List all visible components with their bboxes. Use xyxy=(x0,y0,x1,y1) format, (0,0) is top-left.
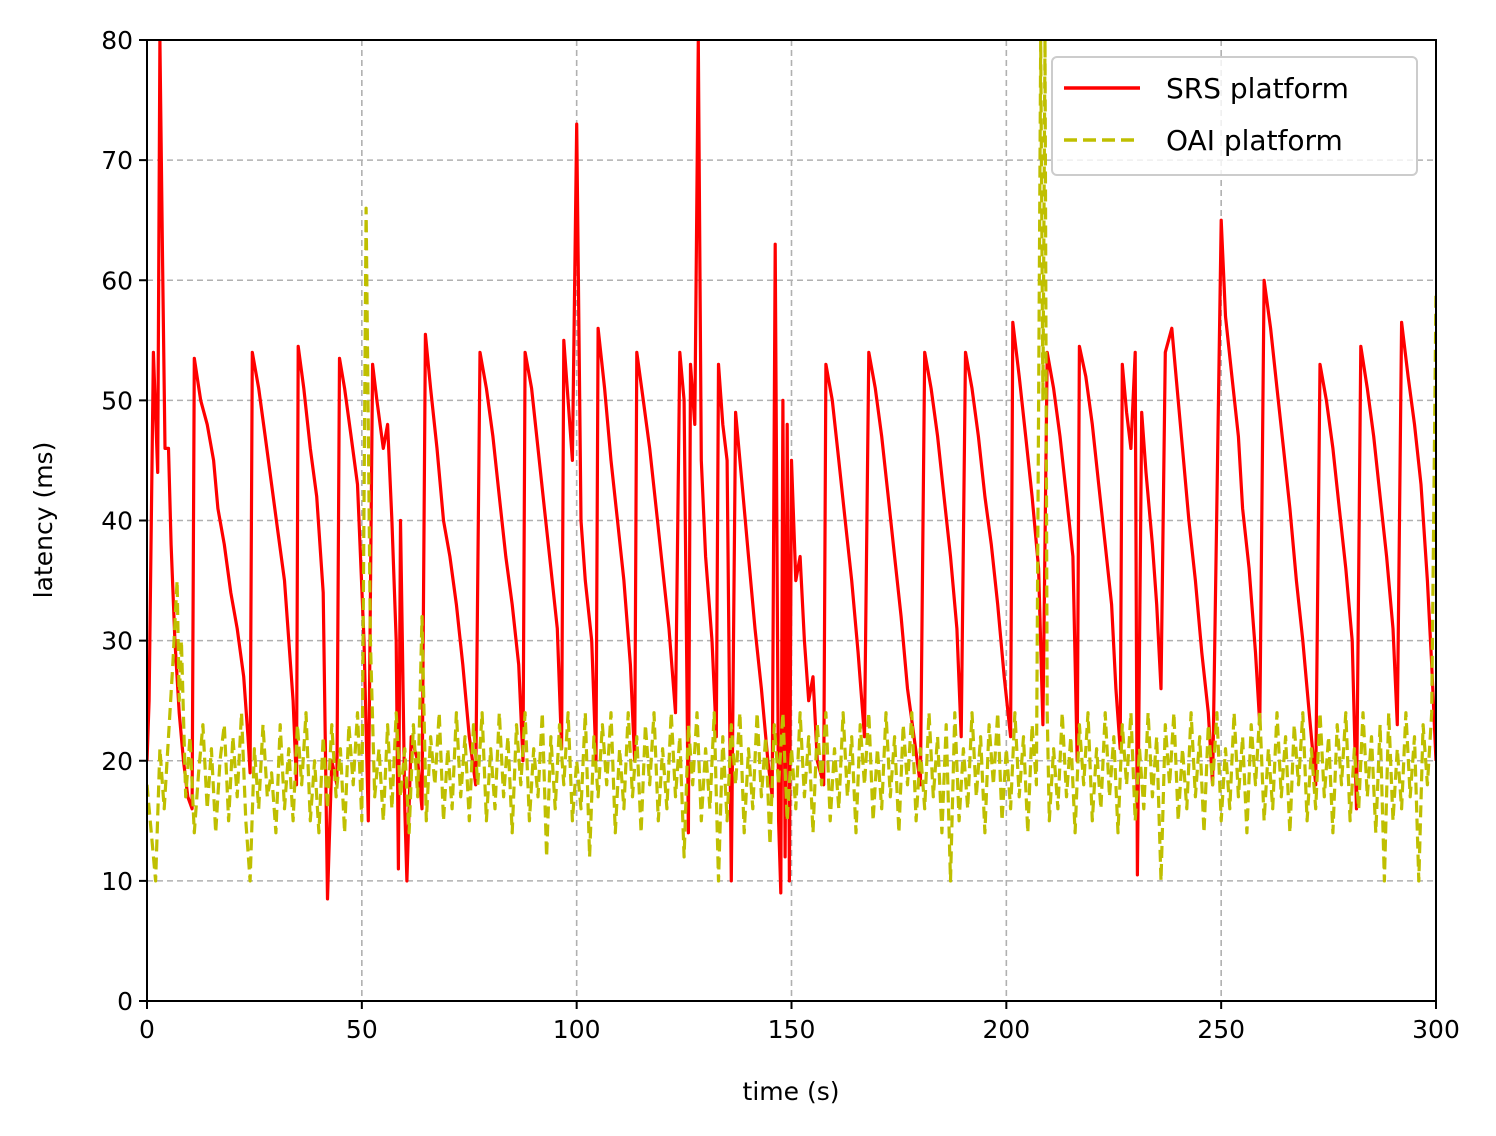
y-tick-label: 40 xyxy=(101,507,133,536)
y-tick-label: 30 xyxy=(101,627,133,656)
y-tick-label: 50 xyxy=(101,386,133,415)
x-tick-label: 300 xyxy=(1412,1015,1460,1044)
y-tick-label: 60 xyxy=(101,266,133,295)
series-line-srs xyxy=(147,40,1436,901)
series-line-oai xyxy=(147,40,1436,883)
y-tick-label: 10 xyxy=(101,867,133,896)
x-tick-label: 100 xyxy=(553,1015,601,1044)
x-tick-label: 0 xyxy=(139,1015,155,1044)
series-layer xyxy=(147,40,1436,901)
x-axis-label: time (s) xyxy=(743,1077,840,1106)
legend: SRS platform OAI platform xyxy=(1051,56,1418,176)
legend-box xyxy=(1051,56,1418,176)
y-tick-label: 0 xyxy=(117,987,133,1016)
y-tick-label: 20 xyxy=(101,747,133,776)
x-tick-label: 250 xyxy=(1197,1015,1245,1044)
y-axis-label: latency (ms) xyxy=(29,442,58,599)
x-tick-label: 50 xyxy=(346,1015,378,1044)
legend-label-srs: SRS platform xyxy=(1166,72,1349,105)
x-tick-label: 150 xyxy=(768,1015,816,1044)
axis-ticks: 0 50 100 150 200 250 300 0 10 20 30 40 50 60 70 80 xyxy=(101,26,1460,1044)
y-tick-label: 80 xyxy=(101,26,133,55)
y-tick-label: 70 xyxy=(101,146,133,175)
x-tick-label: 200 xyxy=(982,1015,1030,1044)
legend-label-oai: OAI platform xyxy=(1166,124,1343,157)
